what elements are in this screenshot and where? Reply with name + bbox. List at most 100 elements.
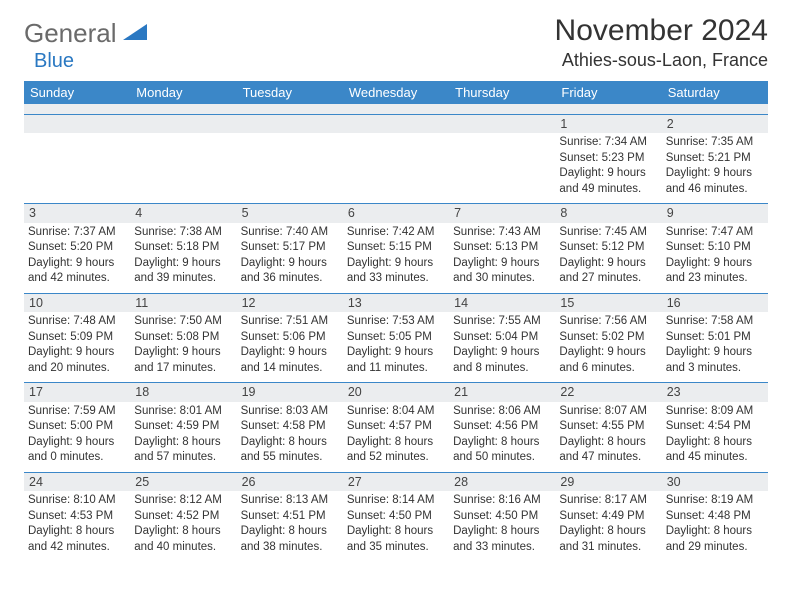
day-details: Sunrise: 8:17 AMSunset: 4:49 PMDaylight:… xyxy=(555,491,661,561)
day-details: Sunrise: 7:50 AMSunset: 5:08 PMDaylight:… xyxy=(130,312,236,382)
day-cell: 12Sunrise: 7:51 AMSunset: 5:06 PMDayligh… xyxy=(237,293,343,383)
weekday-header: Sunday xyxy=(24,81,130,104)
empty-day-cell xyxy=(343,114,449,204)
calendar-week-row: 10Sunrise: 7:48 AMSunset: 5:09 PMDayligh… xyxy=(24,293,768,383)
day-details: Sunrise: 8:06 AMSunset: 4:56 PMDaylight:… xyxy=(449,402,555,472)
day-number: 8 xyxy=(555,204,661,223)
day-number: 4 xyxy=(130,204,236,223)
day-number: 24 xyxy=(24,473,130,492)
day-cell: 28Sunrise: 8:16 AMSunset: 4:50 PMDayligh… xyxy=(449,472,555,561)
day-details: Sunrise: 7:55 AMSunset: 5:04 PMDaylight:… xyxy=(449,312,555,382)
day-cell: 2Sunrise: 7:35 AMSunset: 5:21 PMDaylight… xyxy=(662,114,768,204)
weekday-header: Friday xyxy=(555,81,661,104)
day-number: 2 xyxy=(662,115,768,134)
day-details: Sunrise: 7:48 AMSunset: 5:09 PMDaylight:… xyxy=(24,312,130,382)
day-cell: 25Sunrise: 8:12 AMSunset: 4:52 PMDayligh… xyxy=(130,472,236,561)
day-cell: 24Sunrise: 8:10 AMSunset: 4:53 PMDayligh… xyxy=(24,472,130,561)
day-cell: 19Sunrise: 8:03 AMSunset: 4:58 PMDayligh… xyxy=(237,383,343,473)
day-details: Sunrise: 7:45 AMSunset: 5:12 PMDaylight:… xyxy=(555,223,661,293)
day-details: Sunrise: 7:43 AMSunset: 5:13 PMDaylight:… xyxy=(449,223,555,293)
day-details: Sunrise: 7:42 AMSunset: 5:15 PMDaylight:… xyxy=(343,223,449,293)
day-details: Sunrise: 8:13 AMSunset: 4:51 PMDaylight:… xyxy=(237,491,343,561)
day-details: Sunrise: 8:01 AMSunset: 4:59 PMDaylight:… xyxy=(130,402,236,472)
location-label: Athies-sous-Laon, France xyxy=(555,50,768,71)
day-number: 22 xyxy=(555,383,661,402)
day-cell: 29Sunrise: 8:17 AMSunset: 4:49 PMDayligh… xyxy=(555,472,661,561)
day-details: Sunrise: 8:16 AMSunset: 4:50 PMDaylight:… xyxy=(449,491,555,561)
day-cell: 14Sunrise: 7:55 AMSunset: 5:04 PMDayligh… xyxy=(449,293,555,383)
day-cell: 17Sunrise: 7:59 AMSunset: 5:00 PMDayligh… xyxy=(24,383,130,473)
day-number: 17 xyxy=(24,383,130,402)
day-number: 14 xyxy=(449,294,555,313)
brand-name: General xyxy=(24,18,117,48)
day-number: 11 xyxy=(130,294,236,313)
day-details: Sunrise: 7:40 AMSunset: 5:17 PMDaylight:… xyxy=(237,223,343,293)
weekday-header-row: SundayMondayTuesdayWednesdayThursdayFrid… xyxy=(24,81,768,104)
day-number: 27 xyxy=(343,473,449,492)
header: General Blue November 2024 Athies-sous-L… xyxy=(24,14,768,71)
page-title: November 2024 xyxy=(555,14,768,48)
day-cell: 22Sunrise: 8:07 AMSunset: 4:55 PMDayligh… xyxy=(555,383,661,473)
weekday-header: Thursday xyxy=(449,81,555,104)
day-cell: 30Sunrise: 8:19 AMSunset: 4:48 PMDayligh… xyxy=(662,472,768,561)
day-details: Sunrise: 8:07 AMSunset: 4:55 PMDaylight:… xyxy=(555,402,661,472)
day-number: 15 xyxy=(555,294,661,313)
brand-triangle-icon xyxy=(123,22,147,45)
day-number: 13 xyxy=(343,294,449,313)
day-number: 16 xyxy=(662,294,768,313)
day-cell: 18Sunrise: 8:01 AMSunset: 4:59 PMDayligh… xyxy=(130,383,236,473)
day-cell: 23Sunrise: 8:09 AMSunset: 4:54 PMDayligh… xyxy=(662,383,768,473)
day-cell: 1Sunrise: 7:34 AMSunset: 5:23 PMDaylight… xyxy=(555,114,661,204)
day-number: 19 xyxy=(237,383,343,402)
day-details: Sunrise: 7:35 AMSunset: 5:21 PMDaylight:… xyxy=(662,133,768,203)
calendar-week-row: 24Sunrise: 8:10 AMSunset: 4:53 PMDayligh… xyxy=(24,472,768,561)
day-details: Sunrise: 7:51 AMSunset: 5:06 PMDaylight:… xyxy=(237,312,343,382)
day-cell: 13Sunrise: 7:53 AMSunset: 5:05 PMDayligh… xyxy=(343,293,449,383)
calendar-week-row: 17Sunrise: 7:59 AMSunset: 5:00 PMDayligh… xyxy=(24,383,768,473)
day-cell: 11Sunrise: 7:50 AMSunset: 5:08 PMDayligh… xyxy=(130,293,236,383)
empty-day-cell xyxy=(130,114,236,204)
day-number: 3 xyxy=(24,204,130,223)
day-details: Sunrise: 8:09 AMSunset: 4:54 PMDaylight:… xyxy=(662,402,768,472)
day-details: Sunrise: 7:34 AMSunset: 5:23 PMDaylight:… xyxy=(555,133,661,203)
day-details: Sunrise: 7:56 AMSunset: 5:02 PMDaylight:… xyxy=(555,312,661,382)
day-details: Sunrise: 8:03 AMSunset: 4:58 PMDaylight:… xyxy=(237,402,343,472)
day-details: Sunrise: 8:10 AMSunset: 4:53 PMDaylight:… xyxy=(24,491,130,561)
day-details: Sunrise: 8:12 AMSunset: 4:52 PMDaylight:… xyxy=(130,491,236,561)
day-cell: 9Sunrise: 7:47 AMSunset: 5:10 PMDaylight… xyxy=(662,204,768,294)
day-details: Sunrise: 8:19 AMSunset: 4:48 PMDaylight:… xyxy=(662,491,768,561)
weekday-header: Tuesday xyxy=(237,81,343,104)
day-number: 30 xyxy=(662,473,768,492)
day-number: 25 xyxy=(130,473,236,492)
day-number: 26 xyxy=(237,473,343,492)
day-details: Sunrise: 7:37 AMSunset: 5:20 PMDaylight:… xyxy=(24,223,130,293)
brand-sub: Blue xyxy=(34,51,147,71)
calendar-week-row: 3Sunrise: 7:37 AMSunset: 5:20 PMDaylight… xyxy=(24,204,768,294)
empty-day-cell xyxy=(449,114,555,204)
day-number: 7 xyxy=(449,204,555,223)
day-cell: 21Sunrise: 8:06 AMSunset: 4:56 PMDayligh… xyxy=(449,383,555,473)
day-number: 20 xyxy=(343,383,449,402)
weekday-header: Saturday xyxy=(662,81,768,104)
day-number: 21 xyxy=(449,383,555,402)
day-cell: 7Sunrise: 7:43 AMSunset: 5:13 PMDaylight… xyxy=(449,204,555,294)
day-number: 23 xyxy=(662,383,768,402)
day-details: Sunrise: 7:47 AMSunset: 5:10 PMDaylight:… xyxy=(662,223,768,293)
header-spacer-row xyxy=(24,104,768,114)
day-details: Sunrise: 8:14 AMSunset: 4:50 PMDaylight:… xyxy=(343,491,449,561)
day-number: 28 xyxy=(449,473,555,492)
day-number: 5 xyxy=(237,204,343,223)
day-number: 12 xyxy=(237,294,343,313)
day-details: Sunrise: 7:53 AMSunset: 5:05 PMDaylight:… xyxy=(343,312,449,382)
day-number: 29 xyxy=(555,473,661,492)
calendar-table: SundayMondayTuesdayWednesdayThursdayFrid… xyxy=(24,81,768,561)
day-number: 6 xyxy=(343,204,449,223)
day-cell: 8Sunrise: 7:45 AMSunset: 5:12 PMDaylight… xyxy=(555,204,661,294)
weekday-header: Wednesday xyxy=(343,81,449,104)
day-cell: 10Sunrise: 7:48 AMSunset: 5:09 PMDayligh… xyxy=(24,293,130,383)
day-cell: 16Sunrise: 7:58 AMSunset: 5:01 PMDayligh… xyxy=(662,293,768,383)
day-number: 18 xyxy=(130,383,236,402)
brand-logo: General Blue xyxy=(24,14,147,71)
day-cell: 15Sunrise: 7:56 AMSunset: 5:02 PMDayligh… xyxy=(555,293,661,383)
day-cell: 27Sunrise: 8:14 AMSunset: 4:50 PMDayligh… xyxy=(343,472,449,561)
